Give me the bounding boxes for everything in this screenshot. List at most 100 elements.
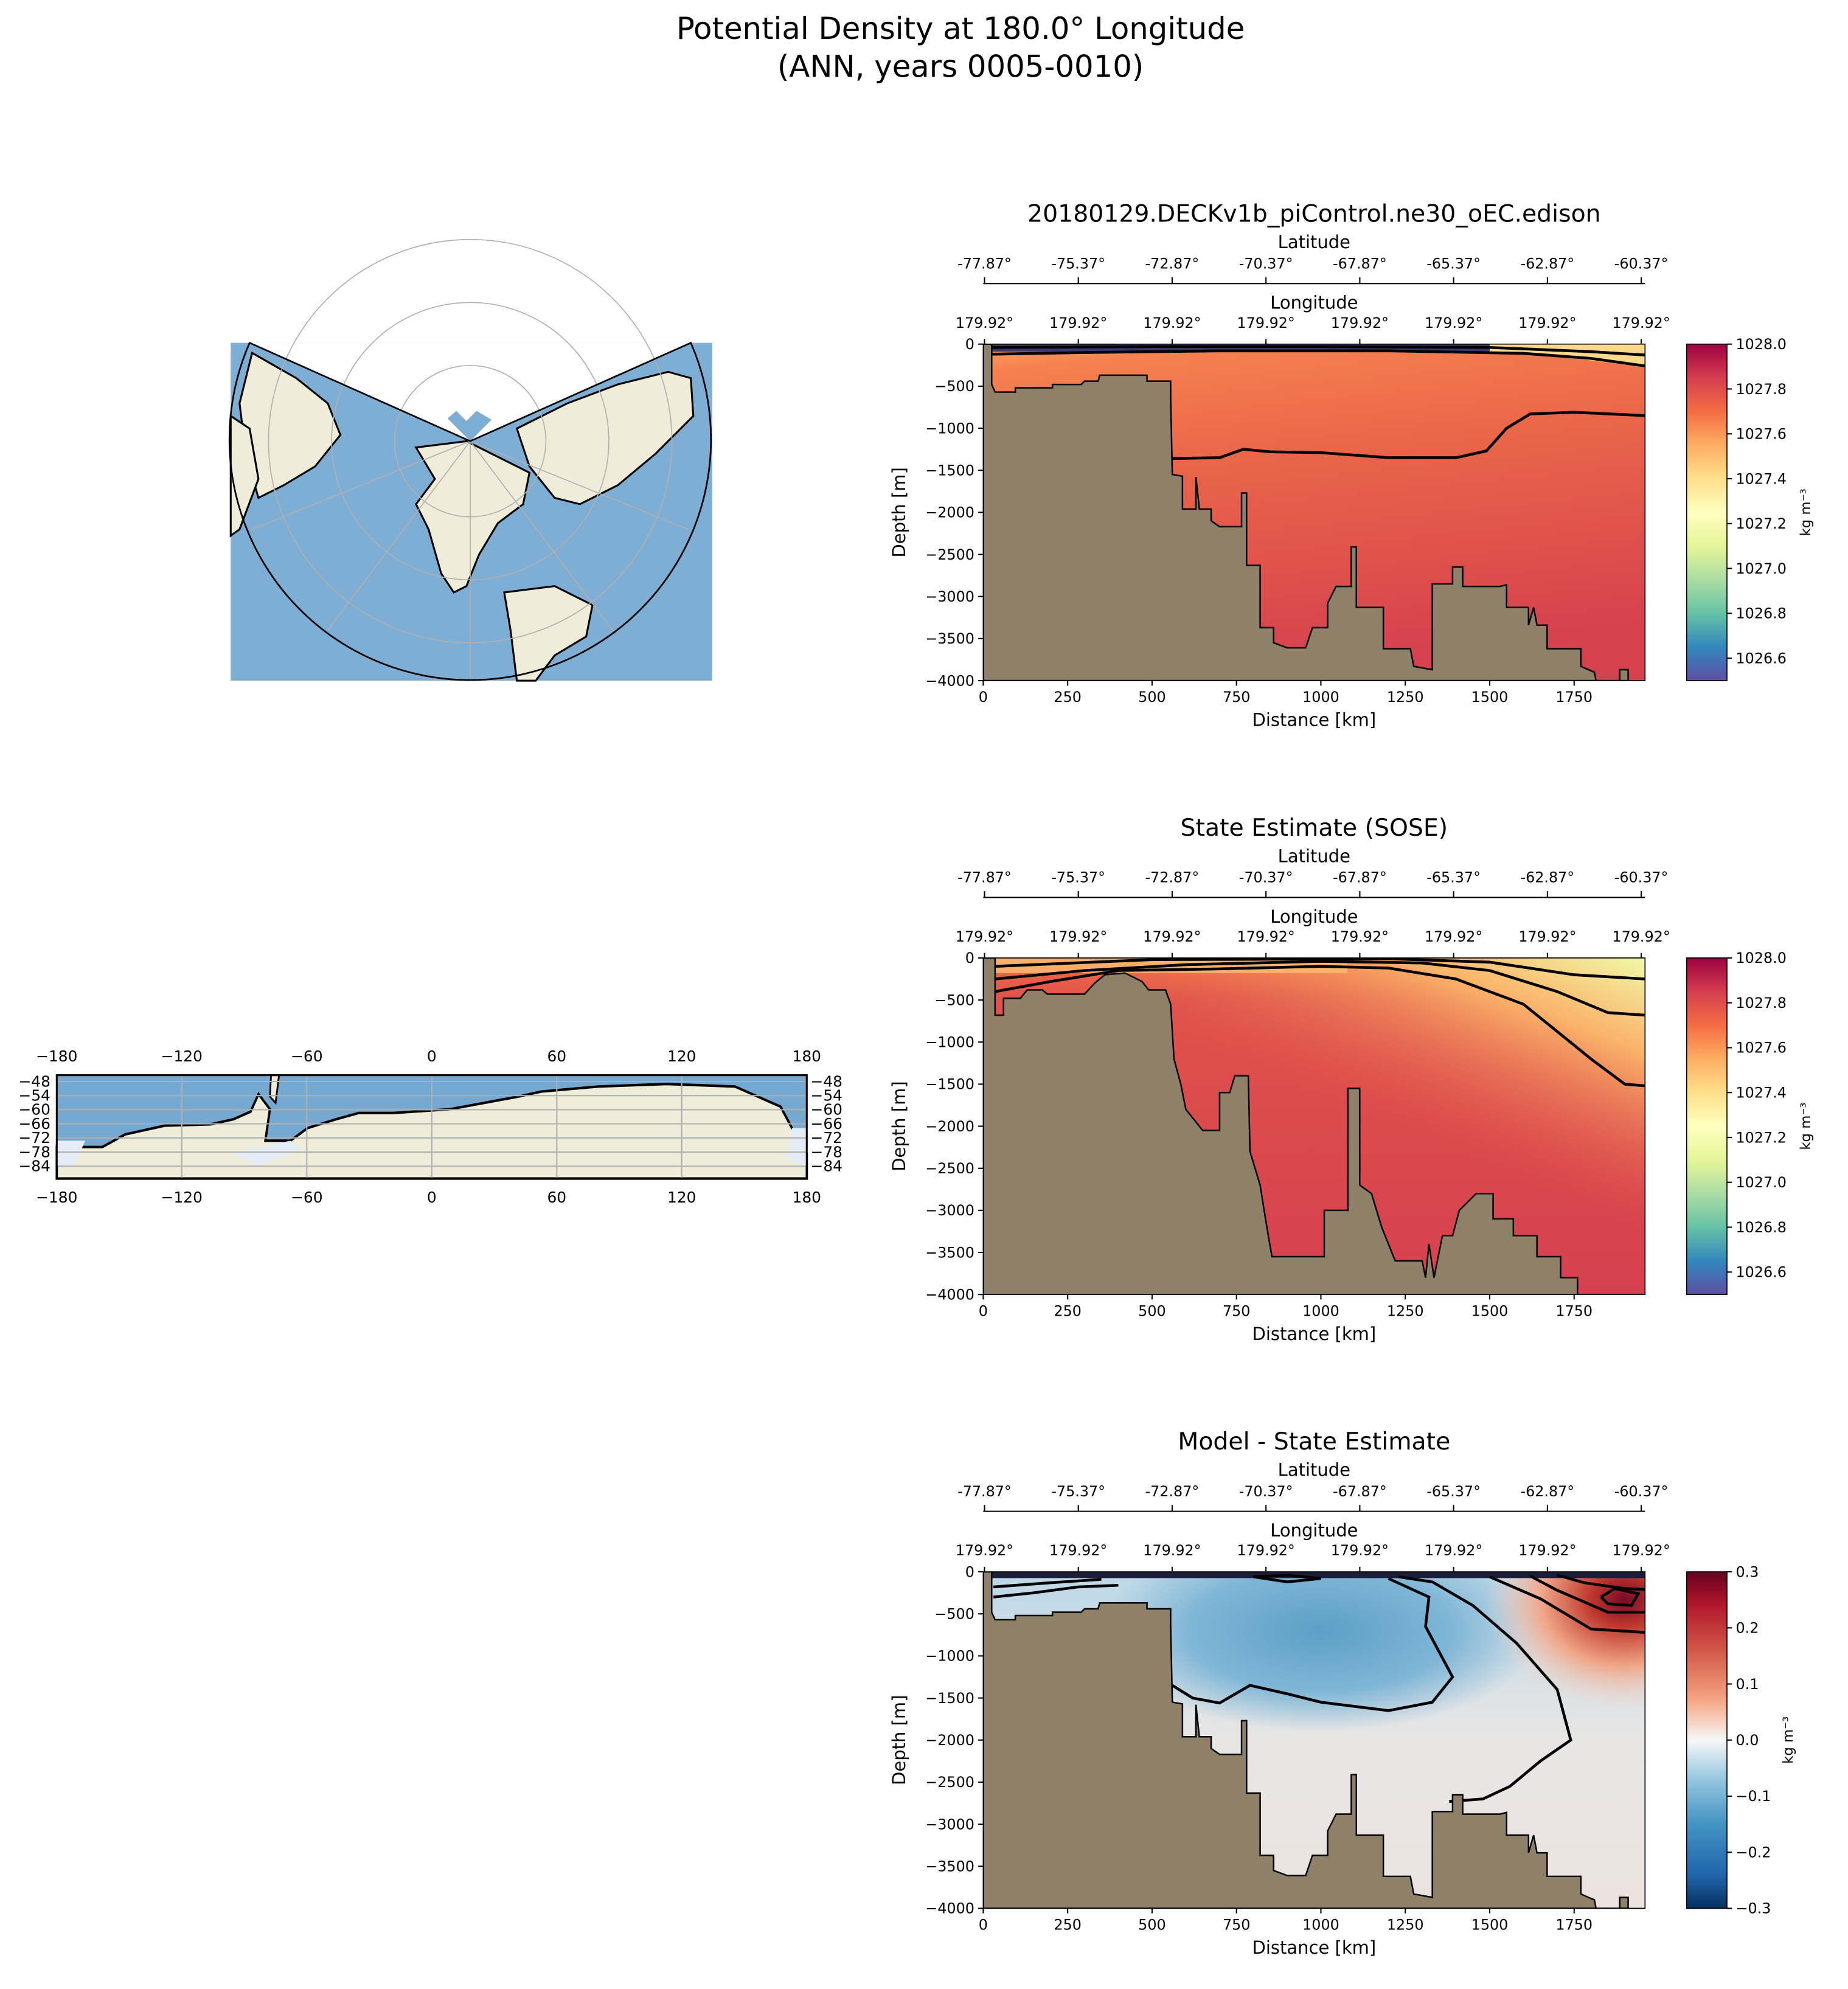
map-lat-tick-right: −84 [810, 1158, 842, 1175]
section-panel-1: 20180129.DECKv1b_piControl.ne30_oEC.edis… [889, 200, 1814, 731]
depth-tick: −500 [934, 1606, 974, 1623]
map-lat-tick-left: −84 [18, 1158, 50, 1175]
distance-tick: 500 [1138, 1302, 1165, 1319]
figure-title-line1: Potential Density at 180.0° Longitude [676, 11, 1245, 46]
latitude-tick: -60.37° [1614, 869, 1669, 886]
density-field [983, 344, 1645, 681]
latitude-axis-label: Latitude [1278, 232, 1350, 252]
distance-tick: 1250 [1387, 1302, 1424, 1319]
distance-tick: 1000 [1302, 1917, 1339, 1934]
longitude-axis-label: Longitude [1270, 906, 1358, 927]
latitude-tick: -65.37° [1426, 255, 1481, 272]
section-panel-3: Model - State Estimate Latitude Longitude -… [889, 1428, 1796, 1958]
map-lat-tick-left: −66 [18, 1115, 50, 1133]
latitude-tick: -67.87° [1333, 869, 1387, 886]
longitude-tick: 179.92° [1143, 314, 1201, 332]
colorbar-tick: −0.1 [1736, 1788, 1771, 1805]
contour-line [992, 349, 1645, 367]
depth-tick: −2500 [925, 546, 974, 563]
latitude-tick: -65.37° [1426, 869, 1481, 886]
contour-line [1489, 1575, 1645, 1634]
distance-tick: 0 [979, 1917, 988, 1934]
longitude-tick: 179.92° [1518, 314, 1576, 332]
distance-tick: 1250 [1387, 689, 1424, 706]
distance-tick: 1250 [1387, 1917, 1424, 1934]
density-field [983, 957, 1645, 1295]
distance-tick: 1750 [1555, 689, 1593, 706]
depth-tick: −3000 [925, 1202, 974, 1219]
colorbar-tick: 1027.8 [1736, 381, 1787, 398]
contour-line [993, 1578, 1102, 1589]
map-lon-tick-top: 180 [793, 1047, 821, 1065]
distance-tick: 1000 [1302, 1302, 1339, 1319]
map-lon-tick-bottom: −120 [161, 1189, 203, 1206]
colorbar: 0.3 0.2 0.1 0.0 −0.1 −0.2 −0.3 kg m⁻³ [1686, 1563, 1796, 1917]
latitude-tick: -75.37° [1051, 1483, 1105, 1500]
latitude-tick: -62.87° [1521, 869, 1575, 886]
depth-tick: −1500 [925, 1690, 974, 1707]
longitude-tick: 179.92° [956, 1542, 1013, 1559]
colorbar: 1028.0 1027.8 1027.6 1027.4 1027.2 1027.0 1026… [1686, 336, 1814, 681]
depth-tick: −3000 [925, 588, 974, 605]
map-lon-tick-bottom: −180 [36, 1189, 77, 1206]
depth-tick: −3500 [925, 1244, 974, 1261]
latitude-tick: -77.87° [957, 1483, 1012, 1500]
latitude-tick: -77.87° [957, 869, 1012, 886]
latitude-tick: -70.37° [1239, 1483, 1293, 1500]
distance-tick: 750 [1223, 689, 1250, 706]
map-lon-tick-bottom: −60 [291, 1189, 322, 1206]
longitude-tick: 179.92° [1612, 928, 1670, 945]
latitude-tick: -77.87° [957, 255, 1012, 272]
colorbar-tick: 1028.0 [1736, 949, 1787, 967]
distance-tick: 750 [1223, 1302, 1250, 1319]
distance-tick: 1500 [1471, 1302, 1509, 1319]
map-lat-tick-right: −48 [810, 1072, 842, 1090]
distance-tick: 500 [1138, 1917, 1165, 1934]
longitude-tick: 179.92° [1425, 928, 1482, 945]
latitude-tick: -60.37° [1614, 1483, 1669, 1500]
colorbar-tick: 0.1 [1736, 1676, 1759, 1693]
longitude-tick: 179.92° [1049, 314, 1107, 332]
map-lat-tick-left: −78 [18, 1143, 50, 1161]
x-axis-label: Distance [km] [1252, 1937, 1377, 1958]
x-axis-label: Distance [km] [1252, 1324, 1377, 1344]
contour-line [1172, 411, 1645, 460]
latitude-tick: -75.37° [1051, 869, 1105, 886]
distance-tick: 500 [1138, 689, 1165, 706]
distance-tick: 750 [1223, 1917, 1250, 1934]
depth-tick: −4000 [925, 1286, 974, 1303]
longitude-tick: 179.92° [1425, 1542, 1482, 1559]
contour-line [1529, 1574, 1645, 1614]
distance-tick: 250 [1054, 1917, 1081, 1934]
colorbar-tick: 1026.6 [1736, 1264, 1787, 1281]
longitude-tick: 179.92° [1237, 928, 1295, 945]
map-lat-tick-right: −66 [810, 1115, 842, 1133]
colorbar-tick: 1027.0 [1736, 560, 1787, 577]
panel-title: 20180129.DECKv1b_piControl.ne30_oEC.edis… [1027, 200, 1601, 228]
latitude-tick: -75.37° [1051, 255, 1105, 272]
overview-map-lambert [228, 238, 712, 682]
contour-line [995, 957, 1645, 981]
y-axis-label: Depth [m] [889, 1081, 909, 1171]
distance-tick: 1500 [1471, 689, 1509, 706]
depth-tick: −1500 [925, 1076, 974, 1093]
map-lat-tick-left: −48 [18, 1072, 50, 1090]
map-lat-tick-left: −60 [18, 1101, 50, 1119]
contour-line [995, 965, 1645, 1088]
depth-tick: −3500 [925, 630, 974, 647]
latitude-tick: -72.87° [1145, 255, 1200, 272]
latitude-axis-label: Latitude [1278, 845, 1350, 866]
depth-tick: 0 [965, 949, 974, 967]
colorbar-tick: 1027.6 [1736, 426, 1787, 443]
longitude-tick: 179.92° [1518, 928, 1576, 945]
colorbar-tick: 1027.2 [1736, 515, 1787, 532]
longitude-axis-label: Longitude [1270, 1520, 1358, 1541]
latitude-tick: -65.37° [1426, 1483, 1481, 1500]
depth-tick: −4000 [925, 672, 974, 689]
depth-tick: −2000 [925, 504, 974, 521]
colorbar-tick: 1028.0 [1736, 336, 1787, 353]
map-lon-tick-top: −60 [291, 1047, 322, 1065]
depth-tick: −2000 [925, 1118, 974, 1135]
latitude-tick: -62.87° [1521, 1483, 1575, 1500]
latitude-tick: -62.87° [1521, 255, 1575, 272]
